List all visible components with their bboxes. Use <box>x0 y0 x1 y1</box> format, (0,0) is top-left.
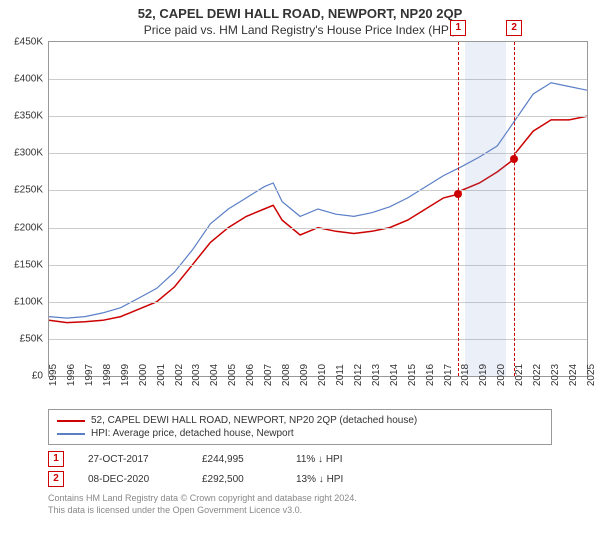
transaction-price: £244,995 <box>202 454 272 465</box>
legend-label: 52, CAPEL DEWI HALL ROAD, NEWPORT, NP20 … <box>91 415 417 426</box>
footer-line-2: This data is licensed under the Open Gov… <box>48 505 552 517</box>
gridline <box>49 190 587 191</box>
y-tick-label: £350K <box>14 111 43 122</box>
transaction-row: 2 08-DEC-2020 £292,500 13% ↓ HPI <box>48 469 552 489</box>
y-tick-label: £150K <box>14 259 43 270</box>
event-marker: 1 <box>450 20 466 36</box>
gridline <box>49 116 587 117</box>
chart-title: 52, CAPEL DEWI HALL ROAD, NEWPORT, NP20 … <box>0 0 600 21</box>
y-tick-label: £450K <box>14 37 43 48</box>
transaction-date: 08-DEC-2020 <box>88 474 178 485</box>
transaction-dot <box>510 155 518 163</box>
legend-swatch <box>57 433 85 435</box>
transaction-delta: 11% ↓ HPI <box>296 454 343 465</box>
legend-label: HPI: Average price, detached house, Newp… <box>91 428 294 439</box>
event-marker: 2 <box>506 20 522 36</box>
y-tick-label: £400K <box>14 74 43 85</box>
y-tick-label: £300K <box>14 148 43 159</box>
event-line <box>514 42 515 376</box>
legend-item: HPI: Average price, detached house, Newp… <box>57 427 543 440</box>
transaction-dot <box>454 190 462 198</box>
transaction-delta: 13% ↓ HPI <box>296 474 343 485</box>
footer-attribution: Contains HM Land Registry data © Crown c… <box>48 493 552 516</box>
gridline <box>49 302 587 303</box>
gridline <box>49 153 587 154</box>
transaction-marker: 2 <box>48 471 64 487</box>
gridline <box>49 339 587 340</box>
transaction-price: £292,500 <box>202 474 272 485</box>
transaction-marker: 1 <box>48 451 64 467</box>
gridline <box>49 79 587 80</box>
legend: 52, CAPEL DEWI HALL ROAD, NEWPORT, NP20 … <box>48 409 552 445</box>
footer-line-1: Contains HM Land Registry data © Crown c… <box>48 493 552 505</box>
legend-item: 52, CAPEL DEWI HALL ROAD, NEWPORT, NP20 … <box>57 414 543 427</box>
gridline <box>49 228 587 229</box>
plot-region: £0£50K£100K£150K£200K£250K£300K£350K£400… <box>48 41 588 377</box>
line-layer <box>49 42 587 376</box>
series-price_paid <box>49 116 587 322</box>
event-line <box>458 42 459 376</box>
y-tick-label: £50K <box>20 333 43 344</box>
y-tick-label: £100K <box>14 296 43 307</box>
transaction-table: 1 27-OCT-2017 £244,995 11% ↓ HPI 2 08-DEC-202… <box>48 449 552 489</box>
y-tick-label: £200K <box>14 222 43 233</box>
series-hpi <box>49 83 587 318</box>
transaction-date: 27-OCT-2017 <box>88 454 178 465</box>
gridline <box>49 265 587 266</box>
shaded-band <box>465 42 506 376</box>
x-tick-label: 2025 <box>586 364 600 386</box>
y-tick-label: £250K <box>14 185 43 196</box>
chart-container: 52, CAPEL DEWI HALL ROAD, NEWPORT, NP20 … <box>0 0 600 560</box>
y-tick-label: £0 <box>32 371 43 382</box>
legend-swatch <box>57 420 85 422</box>
chart-area: £0£50K£100K£150K£200K£250K£300K£350K£400… <box>48 41 588 401</box>
transaction-row: 1 27-OCT-2017 £244,995 11% ↓ HPI <box>48 449 552 469</box>
